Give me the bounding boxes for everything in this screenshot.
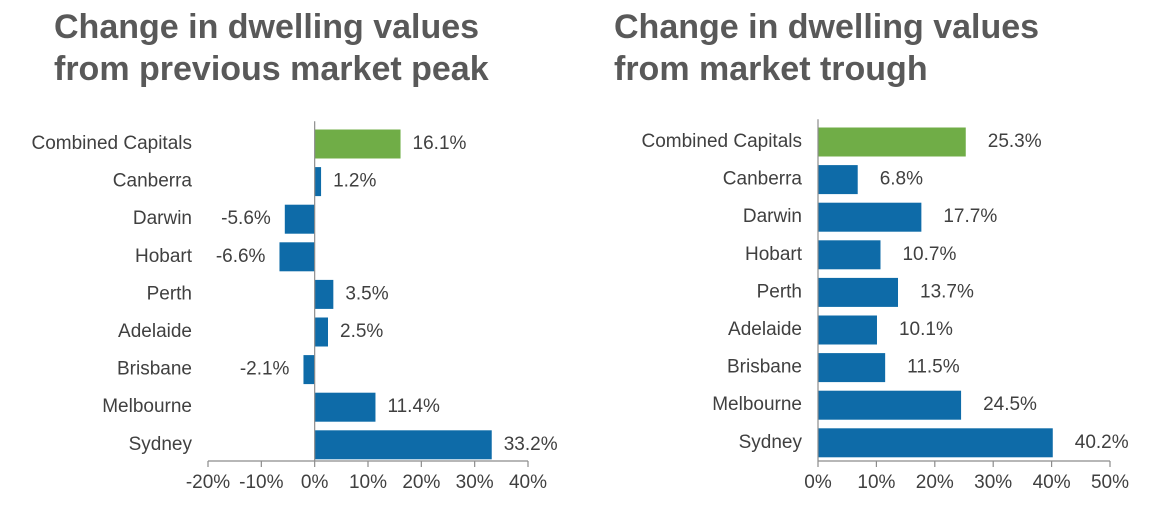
category-label: Melbourne	[712, 394, 802, 415]
category-label: Canberra	[723, 169, 803, 190]
category-label: Combined Capitals	[31, 133, 192, 154]
bar	[818, 390, 962, 420]
x-tick-label: 10%	[857, 472, 895, 493]
category-label: Brisbane	[727, 357, 802, 378]
category-label: Sydney	[129, 434, 193, 455]
bar	[303, 355, 315, 385]
bar	[314, 317, 328, 347]
x-tick-label: 30%	[974, 472, 1012, 493]
value-label: 10.1%	[899, 319, 953, 340]
category-label: Adelaide	[728, 319, 802, 340]
x-tick-label: 40%	[1033, 472, 1071, 493]
bar	[284, 204, 315, 234]
x-tick-label: -10%	[239, 472, 283, 493]
value-label: 11.4%	[387, 396, 440, 417]
bar	[314, 430, 492, 460]
value-label: 6.8%	[880, 169, 923, 190]
category-label: Darwin	[133, 208, 192, 229]
bar	[818, 127, 966, 157]
value-label: 11.5%	[907, 357, 960, 378]
category-label: Darwin	[743, 206, 802, 227]
value-label: -2.1%	[240, 359, 290, 380]
value-label: 24.5%	[983, 394, 1037, 415]
x-tick-label: 0%	[804, 472, 832, 493]
x-tick-label: 50%	[1091, 472, 1129, 493]
value-label: 40.2%	[1075, 432, 1129, 453]
bar	[818, 428, 1053, 458]
x-tick-label: 40%	[509, 472, 547, 493]
value-label: 3.5%	[345, 283, 388, 304]
chart-peak: Combined Capitals 16.1% Canberra 1.2% Darwin…	[31, 121, 558, 493]
category-label: Adelaide	[118, 321, 192, 342]
value-label: 1.2%	[333, 171, 376, 192]
category-label: Combined Capitals	[641, 131, 802, 152]
category-label: Canberra	[113, 171, 193, 192]
value-label: 25.3%	[988, 131, 1042, 152]
bar	[818, 277, 899, 307]
chart-title-peak: Change in dwelling values from previous …	[54, 8, 489, 88]
x-tick-label: 10%	[349, 472, 387, 493]
bar	[818, 240, 881, 270]
bar	[818, 353, 886, 383]
category-label: Hobart	[745, 244, 803, 265]
value-label: 17.7%	[943, 206, 997, 227]
value-label: 2.5%	[340, 321, 383, 342]
category-label: Perth	[757, 281, 802, 302]
value-label: 13.7%	[920, 281, 974, 302]
value-label: 33.2%	[504, 434, 558, 455]
bar	[818, 202, 922, 232]
x-tick-label: 20%	[402, 472, 440, 493]
bar	[279, 242, 315, 272]
category-label: Perth	[147, 283, 192, 304]
bar	[314, 167, 322, 197]
bar	[314, 279, 334, 309]
category-label: Hobart	[135, 246, 193, 267]
bar	[314, 392, 376, 422]
category-label: Brisbane	[117, 359, 192, 380]
x-tick-label: 30%	[456, 472, 494, 493]
value-label: -6.6%	[216, 246, 266, 267]
bar	[818, 315, 877, 345]
value-label: -5.6%	[221, 208, 271, 229]
category-label: Sydney	[739, 432, 803, 453]
value-label: 16.1%	[413, 133, 467, 154]
chart-trough: Combined Capitals 25.3% Canberra 6.8% Darwin…	[641, 119, 1129, 493]
bar	[818, 165, 858, 195]
category-label: Melbourne	[102, 396, 192, 417]
x-tick-label: 0%	[301, 472, 329, 493]
chart-title-trough: Change in dwelling values from market tr…	[614, 8, 1040, 88]
value-label: 10.7%	[902, 244, 956, 265]
x-tick-label: 20%	[916, 472, 954, 493]
bar	[314, 129, 401, 159]
x-tick-label: -20%	[186, 472, 230, 493]
